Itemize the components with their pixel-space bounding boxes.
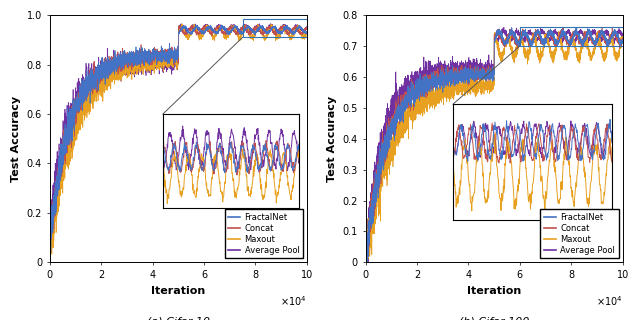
FractalNet: [362, 260, 369, 264]
Maxout: [362, 260, 370, 264]
FractalNet: [218, 23, 225, 27]
FractalNet: [614, 34, 621, 38]
Line: Average Pool: Average Pool: [50, 24, 307, 242]
Average Pool: [614, 30, 621, 34]
Concat: [559, 26, 567, 30]
Concat: [362, 260, 370, 264]
Average Pool: [177, 22, 185, 26]
Maxout: [178, 22, 186, 26]
Concat: [460, 71, 468, 75]
Concat: [298, 32, 306, 36]
Text: $\times10^4$: $\times10^4$: [280, 294, 307, 308]
Average Pool: [460, 62, 468, 66]
Maxout: [271, 27, 278, 31]
Text: (b) Cifar-100: (b) Cifar-100: [459, 317, 529, 320]
FractalNet: [47, 251, 54, 254]
Legend: FractalNet, Concat, Maxout, Average Pool: FractalNet, Concat, Maxout, Average Pool: [225, 209, 303, 258]
Maxout: [391, 126, 399, 130]
Maxout: [145, 61, 152, 65]
FractalNet: [406, 90, 414, 94]
Average Pool: [472, 69, 479, 73]
Concat: [46, 260, 54, 264]
Concat: [586, 32, 594, 36]
Y-axis label: Test Accuracy: Test Accuracy: [327, 96, 337, 182]
Legend: FractalNet, Concat, Maxout, Average Pool: FractalNet, Concat, Maxout, Average Pool: [540, 209, 619, 258]
Average Pool: [362, 260, 369, 264]
Maxout: [406, 114, 414, 117]
Concat: [472, 69, 479, 73]
Average Pool: [362, 256, 369, 260]
Maxout: [460, 80, 468, 84]
Average Pool: [303, 25, 311, 29]
Text: (a) Cifar-10: (a) Cifar-10: [147, 317, 210, 320]
Maxout: [614, 51, 621, 55]
Maxout: [298, 37, 306, 41]
FractalNet: [156, 56, 163, 60]
Concat: [145, 62, 152, 66]
Line: Concat: Concat: [365, 28, 623, 262]
Concat: [614, 39, 621, 43]
Average Pool: [46, 240, 54, 244]
Average Pool: [46, 215, 54, 219]
FractalNet: [391, 119, 399, 123]
FractalNet: [303, 31, 311, 35]
Concat: [619, 37, 627, 41]
X-axis label: Iteration: Iteration: [151, 285, 205, 296]
Maxout: [555, 29, 563, 33]
Maxout: [47, 256, 54, 260]
Average Pool: [586, 33, 594, 37]
Maxout: [46, 239, 54, 243]
Average Pool: [500, 25, 508, 29]
Maxout: [156, 65, 163, 69]
Concat: [362, 253, 369, 257]
FractalNet: [508, 26, 515, 30]
FractalNet: [76, 102, 83, 106]
Average Pool: [145, 66, 152, 69]
Maxout: [303, 30, 311, 34]
Average Pool: [406, 80, 414, 84]
Maxout: [76, 124, 83, 127]
FractalNet: [586, 35, 594, 39]
Concat: [391, 116, 399, 120]
FractalNet: [90, 72, 98, 76]
FractalNet: [46, 228, 54, 232]
Line: Maxout: Maxout: [365, 31, 623, 262]
Concat: [271, 33, 278, 37]
Line: Average Pool: Average Pool: [365, 27, 623, 262]
Text: $\times10^4$: $\times10^4$: [596, 294, 623, 308]
Concat: [303, 26, 311, 29]
Concat: [406, 89, 414, 93]
Line: Maxout: Maxout: [50, 24, 307, 258]
Bar: [243, 19, 307, 37]
Line: FractalNet: FractalNet: [365, 28, 623, 262]
FractalNet: [271, 26, 278, 29]
Line: FractalNet: FractalNet: [50, 25, 307, 252]
Maxout: [90, 87, 98, 91]
Average Pool: [271, 26, 278, 30]
Average Pool: [90, 69, 98, 73]
Bar: [520, 28, 623, 46]
Maxout: [362, 252, 369, 256]
Concat: [76, 96, 83, 100]
FractalNet: [460, 75, 468, 78]
Average Pool: [619, 34, 627, 38]
Concat: [90, 84, 98, 88]
FractalNet: [472, 75, 479, 79]
FractalNet: [619, 38, 627, 42]
FractalNet: [145, 55, 152, 59]
Average Pool: [298, 29, 306, 33]
Maxout: [586, 58, 594, 62]
Y-axis label: Test Accuracy: Test Accuracy: [11, 96, 21, 182]
Maxout: [472, 77, 479, 81]
Concat: [156, 54, 163, 58]
FractalNet: [298, 27, 306, 30]
X-axis label: Iteration: Iteration: [467, 285, 521, 296]
Average Pool: [76, 90, 83, 94]
Concat: [188, 23, 196, 27]
Average Pool: [391, 90, 399, 94]
Maxout: [619, 36, 627, 39]
Concat: [46, 223, 54, 227]
Average Pool: [156, 56, 163, 60]
Line: Concat: Concat: [50, 25, 307, 262]
